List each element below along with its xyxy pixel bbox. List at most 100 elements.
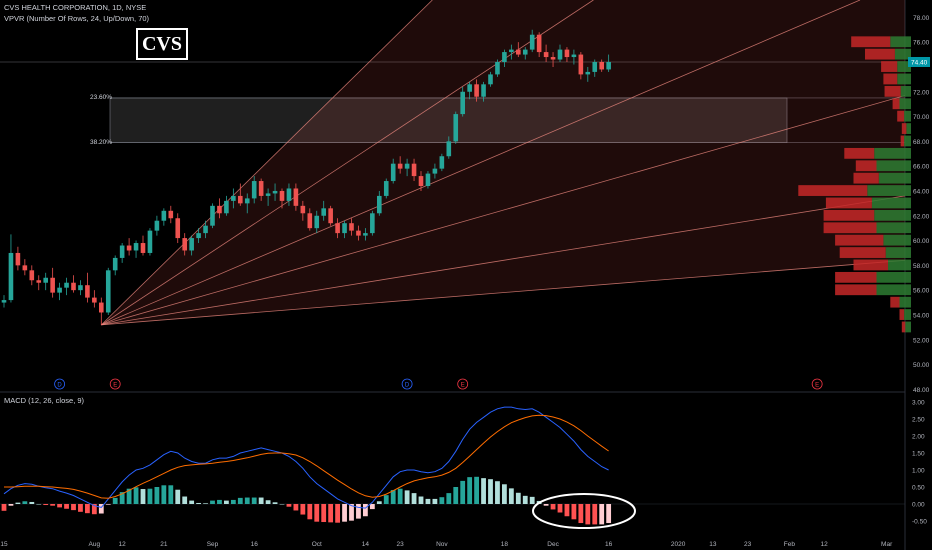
event-marker-letter: E [815,383,819,389]
candle-body [8,252,14,301]
volume-profile-up-bar [899,296,911,308]
volume-profile-up-bar [897,61,911,72]
macd-tick-label: 2.00 [912,434,925,441]
macd-histogram-bar [293,504,299,511]
candle-body [105,270,111,313]
volume-profile-down-bar [853,259,888,271]
price-tick-label: 56.00 [913,288,930,295]
time-tick-label: 21 [160,541,168,548]
volume-profile-down-bar [884,85,901,97]
signal-line [4,414,609,499]
volume-profile-down-bar [851,36,891,48]
candle-body [516,49,521,55]
macd-histogram-bar [272,502,278,504]
current-price-tag [908,57,930,67]
macd-tick-label: -0.50 [912,519,927,526]
event-marker-letter: D [405,383,410,389]
macd-histogram-bar [363,504,368,517]
candle-body [390,163,396,182]
volume-profile-up-bar [894,48,911,60]
vpvr-indicator-title[interactable]: VPVR (Number Of Rows, 24, Up/Down, 70) [4,14,150,23]
candle-body [161,210,167,221]
volume-profile-down-bar [901,321,906,333]
volume-profile-up-bar [876,284,911,296]
candle-body [474,84,479,97]
candle-body [126,245,132,251]
candle-body [404,163,410,169]
volume-profile-down-bar [835,284,877,296]
macd-histogram-bar [578,504,584,524]
price-tick-label: 48.00 [913,387,930,394]
macd-indicator-title[interactable]: MACD (12, 26, close, 9) [4,396,85,405]
macd-histogram-bar [557,504,563,513]
macd-histogram-bar [425,498,431,504]
volume-profile-down-bar [901,123,907,134]
candle-body [328,208,333,224]
candle-body [224,200,229,214]
macd-histogram-bar [168,485,174,504]
macd-tick-label: 3.00 [912,400,925,407]
volume-profile-up-bar [904,309,911,320]
time-tick-label: 16 [251,541,259,548]
macd-histogram-bar [404,490,410,504]
candle-body [92,297,97,303]
volume-profile-down-bar [835,271,877,283]
candle-body [592,62,598,72]
volume-profile-down-bar [897,110,905,122]
volume-profile-down-bar [839,247,886,258]
gann-fan-line [101,0,861,326]
candle-body [363,233,368,236]
candle-body [71,282,76,291]
candle-body [300,205,306,214]
macd-histogram-bar [307,504,313,520]
price-tick-label: 68.00 [913,139,930,146]
volume-profile-up-bar [883,234,911,246]
macd-tick-label: 0.00 [912,502,925,509]
candle-body [349,223,354,231]
macd-histogram-bar [161,485,167,504]
macd-histogram-bar [203,503,208,504]
macd-histogram-bar [258,497,264,504]
macd-histogram-bar [112,497,118,504]
price-tick-label: 60.00 [913,238,930,245]
event-marker [401,378,413,390]
macd-histogram-bar [196,502,201,504]
candle-body [356,230,361,236]
gann-fan-fill [101,0,906,325]
macd-histogram-bar [383,495,389,504]
macd-histogram-bar [85,504,90,514]
macd-histogram-bar [467,477,473,504]
candle-body [50,277,55,293]
candle-body [606,62,611,70]
macd-histogram-bar [432,498,438,504]
macd-histogram-bar [217,499,222,504]
candle-body [189,238,194,251]
volume-profile-up-bar [885,247,911,258]
macd-histogram-bar [481,478,486,504]
volume-profile-down-bar [853,172,879,184]
price-axis[interactable]: 78.00 76.00 72.00 70.00 68.00 66.00 64.00 62.00… [908,15,930,526]
macd-pane [0,406,905,529]
macd-histogram-bar [314,504,320,522]
candle-body [564,49,570,58]
macd-histogram-bar [286,504,292,507]
time-axis[interactable]: 15 Aug 12 21 Sep 16 Oct 14 23 Nov 18 Dec 16 2020 13 23 F… [0,541,893,548]
macd-histogram-bar [182,496,188,504]
candle-body [238,195,243,204]
macd-histogram-bar [22,501,28,504]
candle-body [133,243,139,251]
candle-body [251,181,257,199]
event-marker [109,378,121,390]
time-tick-label: Nov [436,541,448,548]
candle-body [578,54,584,75]
macd-histogram-bar [585,504,591,525]
volume-profile-down-bar [881,61,898,72]
macd-histogram-bar [91,504,97,515]
macd-histogram-bar [1,504,7,511]
candle-body [36,280,42,283]
volume-profile-down-bar [883,73,898,85]
macd-histogram-bar [43,504,49,506]
candle-body [307,213,313,229]
